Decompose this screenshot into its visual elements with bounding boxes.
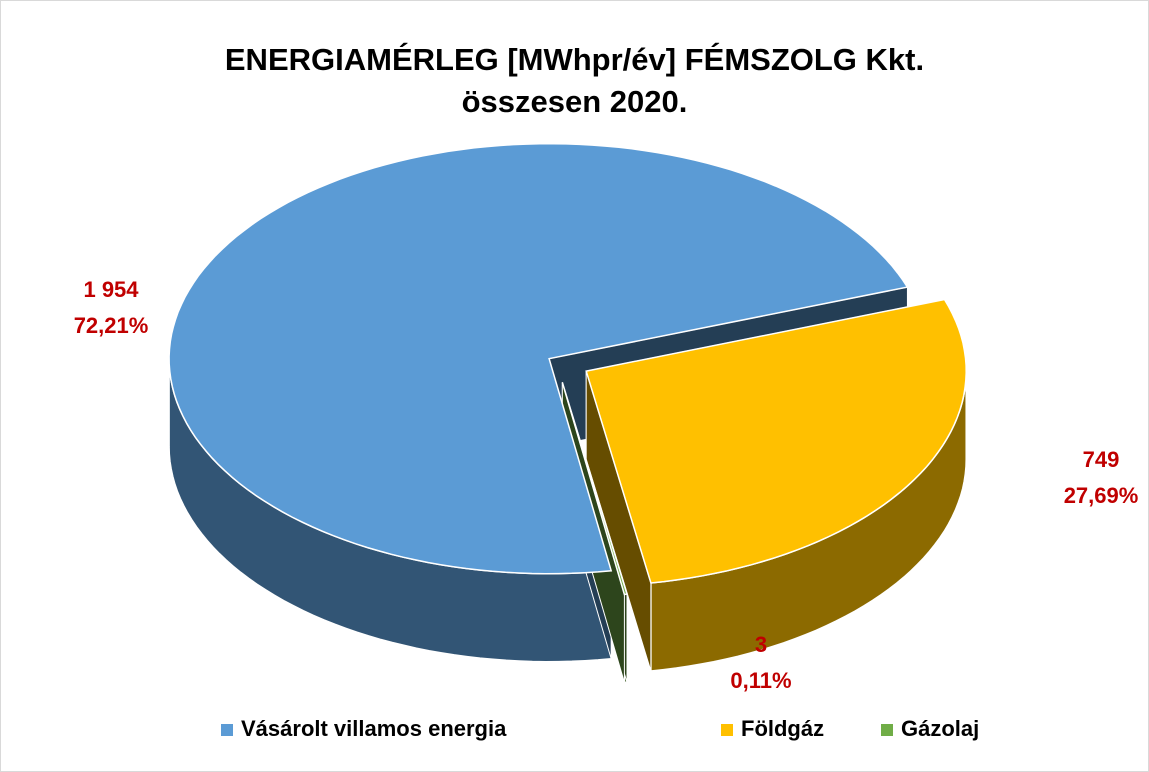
value-label: 3 (755, 632, 767, 657)
legend-swatch (721, 724, 733, 736)
percent-label: 0,11% (730, 668, 791, 693)
legend-label: Vásárolt villamos energia (241, 716, 507, 741)
slice (168, 142, 909, 575)
value-label: 749 (1083, 447, 1120, 472)
title-box: ENERGIAMÉRLEG [MWhpr/év] FÉMSZOLG Kkt. ö… (1, 39, 1148, 123)
percent-label: 72,21% (74, 313, 149, 338)
slice (561, 382, 628, 596)
legend-swatch (881, 724, 893, 736)
slice (585, 298, 967, 584)
legend-label: Gázolaj (901, 716, 979, 741)
percent-label: 27,69% (1064, 483, 1139, 508)
legend-swatch (221, 724, 233, 736)
value-label: 1 954 (83, 277, 139, 302)
legend-label: Földgáz (741, 716, 824, 741)
chart-title: ENERGIAMÉRLEG [MWhpr/év] FÉMSZOLG Kkt. ö… (224, 42, 925, 119)
